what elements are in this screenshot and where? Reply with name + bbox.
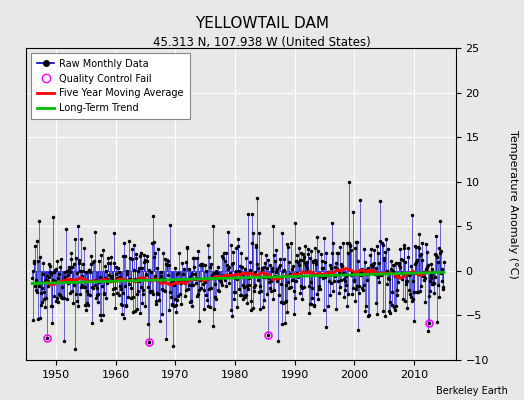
Text: 45.313 N, 107.938 W (United States): 45.313 N, 107.938 W (United States) bbox=[153, 36, 371, 49]
Legend: Raw Monthly Data, Quality Control Fail, Five Year Moving Average, Long-Term Tren: Raw Monthly Data, Quality Control Fail, … bbox=[31, 53, 190, 119]
Text: Berkeley Earth: Berkeley Earth bbox=[436, 386, 508, 396]
Y-axis label: Temperature Anomaly (°C): Temperature Anomaly (°C) bbox=[508, 130, 518, 278]
Text: YELLOWTAIL DAM: YELLOWTAIL DAM bbox=[195, 16, 329, 31]
